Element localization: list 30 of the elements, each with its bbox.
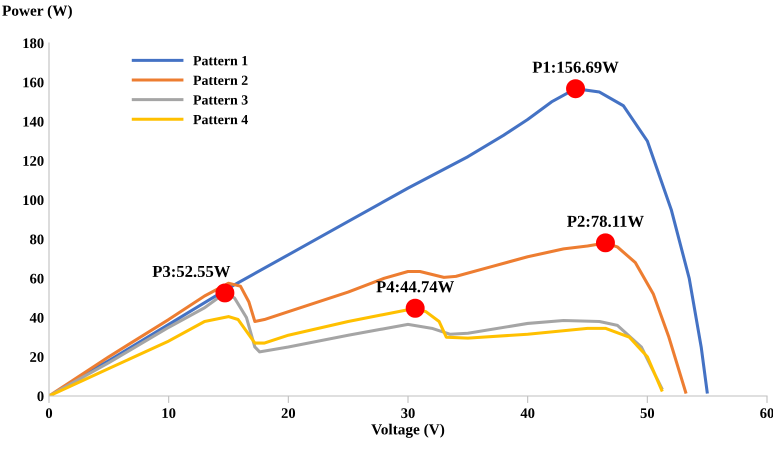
y-tick-label: 140	[23, 116, 44, 127]
point	[215, 283, 234, 302]
y-axis-title: Power (W)	[2, 5, 72, 19]
annotation: P2:78.11W	[567, 216, 644, 228]
legend-label: Pattern 4	[193, 114, 248, 124]
y-tick-label: 60	[30, 274, 44, 284]
y-tick-label: 80	[30, 234, 44, 244]
x-tick-label: 50	[640, 408, 654, 418]
annotation: P4:44.74W	[376, 281, 454, 292]
point	[596, 233, 615, 252]
x-axis-title: Voltage (V)	[371, 424, 444, 438]
y-tick-label: 180	[23, 38, 44, 48]
x-tick-label: 20	[282, 408, 296, 418]
y-tick-label: 160	[23, 78, 44, 88]
y-tick-label: 0	[37, 391, 44, 402]
legend-label: Pattern 2	[193, 76, 248, 85]
x-tick-label: 30	[401, 408, 415, 418]
annotation: P3:52.55W	[152, 266, 230, 278]
x-tick-label: 10	[162, 408, 176, 418]
y-tick-label: 20	[30, 352, 44, 362]
point	[406, 298, 425, 318]
annotation: P1:156.69W	[532, 62, 619, 73]
legend-label: Pattern 3	[193, 95, 248, 105]
x-tick-label: 0	[46, 408, 52, 418]
legend-label: Pattern 1	[193, 56, 248, 66]
y-tick-label: 120	[23, 156, 44, 166]
y-tick-label: 40	[30, 312, 44, 323]
point	[566, 79, 586, 98]
x-tick-label: 40	[520, 408, 534, 418]
y-tick-label: 100	[23, 195, 44, 206]
